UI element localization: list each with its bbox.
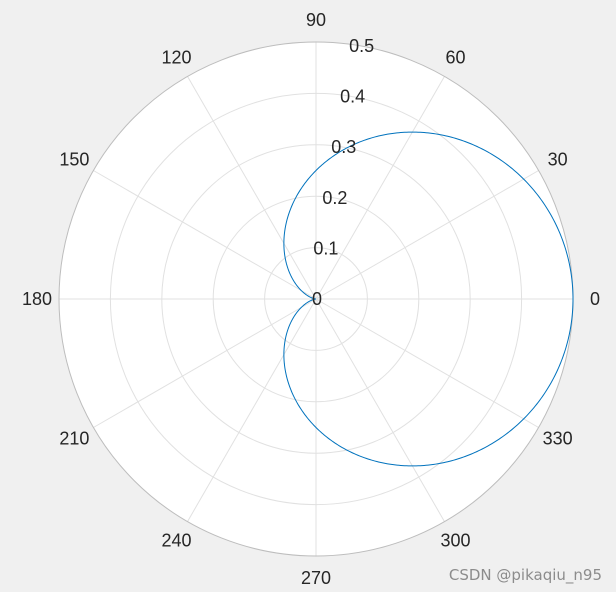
theta-grid-line-210 [93, 298, 317, 428]
theta-tick-label-0: 0 [590, 289, 600, 309]
theta-tick-label-30: 30 [548, 150, 568, 170]
r-grid-ring-2 [212, 195, 420, 403]
theta-grid-line-330 [315, 298, 539, 428]
r-grid-ring-3 [161, 144, 471, 454]
theta-grid-line-60 [315, 76, 445, 300]
theta-grid-line-120 [187, 76, 317, 300]
theta-tick-label-90: 90 [306, 10, 326, 30]
theta-grid-line-30 [315, 170, 539, 300]
r-tick-label-3: 0.3 [331, 137, 356, 157]
r-tick-label-2: 0.2 [322, 188, 347, 208]
theta-tick-label-120: 120 [161, 47, 191, 67]
r-grid-ring-1 [264, 247, 368, 351]
r-tick-label-4: 0.4 [340, 87, 365, 107]
theta-tick-label-330: 330 [543, 429, 573, 449]
theta-tick-label-300: 300 [440, 531, 470, 551]
r-grid-ring-4 [109, 92, 523, 506]
theta-tick-label-270: 270 [301, 568, 331, 588]
theta-grid-line-150 [93, 170, 317, 300]
watermark-text: CSDN @pikaqiu_n95 [448, 566, 602, 584]
theta-grid-line-240 [187, 298, 317, 522]
theta-tick-label-210: 210 [59, 429, 89, 449]
theta-tick-label-150: 150 [59, 150, 89, 170]
r-tick-label-0: 0 [312, 289, 322, 309]
r-tick-label-5: 0.5 [349, 36, 374, 56]
theta-tick-label-240: 240 [161, 531, 191, 551]
label-layer: 0 30 60 90 120 150 180 210 240 270 300 330 0 0.1 0.2 0.… [22, 10, 600, 588]
series-layer [283, 131, 574, 467]
theta-tick-label-180: 180 [22, 289, 52, 309]
theta-tick-label-60: 60 [445, 47, 465, 67]
series-line-0 [283, 131, 574, 467]
theta-grid-line-300 [315, 298, 445, 522]
r-tick-label-1: 0.1 [313, 238, 338, 258]
